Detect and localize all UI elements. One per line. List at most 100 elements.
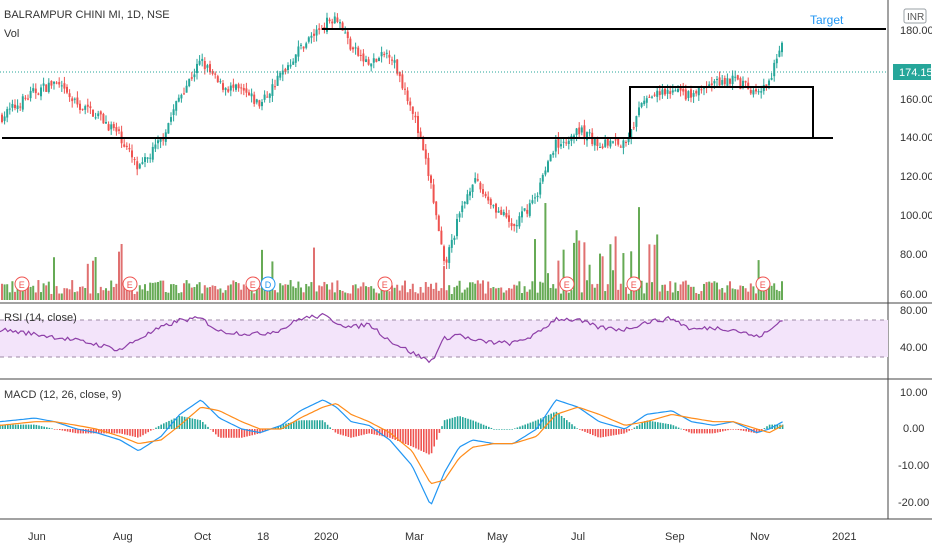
volume-bar (554, 288, 557, 300)
volume-bar (344, 292, 347, 300)
volume-bar (258, 287, 261, 300)
candle-body (625, 141, 627, 143)
candle-body (375, 58, 378, 62)
candle-body (463, 202, 466, 204)
candle-body (417, 116, 419, 134)
candle-body (419, 131, 422, 139)
volume-bar (383, 286, 386, 300)
macd-histogram-bar (451, 417, 454, 429)
volume-bar (401, 285, 404, 300)
volume-bar (175, 284, 178, 300)
volume-bar (432, 288, 435, 300)
volume-bar (742, 286, 744, 300)
macd-histogram-bar (303, 420, 305, 429)
volume-bar (736, 289, 739, 300)
earnings-marker[interactable] (14, 276, 30, 292)
earnings-marker[interactable] (626, 276, 642, 292)
macd-histogram-bar (183, 416, 186, 429)
candle-body (380, 52, 383, 57)
candle-body (307, 37, 310, 42)
candle-body (411, 106, 414, 114)
volume-bar (138, 285, 141, 300)
macd-histogram-bar (545, 416, 547, 429)
candle-body (658, 91, 661, 96)
time-label-may: May (487, 531, 508, 543)
macd-histogram-bar (462, 417, 464, 429)
macd-histogram-bar (558, 413, 560, 429)
volume-bar (11, 281, 14, 300)
macd-histogram-bar (722, 429, 724, 432)
volume-bar (586, 280, 588, 300)
candle-body (320, 28, 323, 30)
volume-bar (648, 244, 651, 300)
candle-body (679, 87, 682, 91)
candle-body (723, 78, 726, 85)
candle-body (367, 59, 370, 65)
macd-histogram-bar (532, 421, 534, 429)
volume-bar (700, 291, 703, 300)
earnings-marker[interactable] (377, 276, 393, 292)
volume-bar (170, 284, 172, 300)
macd-histogram-bar (27, 424, 30, 429)
volume-bar (708, 281, 711, 300)
candle-body (63, 83, 66, 89)
candle-body (440, 230, 443, 245)
macd-histogram-bar (449, 418, 451, 429)
candle-body (157, 140, 159, 144)
earnings-marker[interactable] (755, 276, 771, 292)
volume-bar (266, 290, 269, 300)
macd-histogram-bar (176, 417, 178, 429)
time-label-jul: Jul (571, 531, 585, 543)
volume-bar (183, 283, 185, 300)
macd-histogram-bar (98, 429, 100, 434)
macd-histogram-bar (355, 429, 357, 437)
consolidation-box[interactable] (629, 86, 814, 139)
candle-body (695, 91, 698, 94)
macd-histogram-bar (677, 427, 680, 429)
volume-bar (414, 292, 417, 300)
volume-bar (190, 287, 193, 300)
macd-histogram-bar (202, 421, 204, 429)
earnings-marker[interactable] (122, 276, 138, 292)
candle-body (250, 93, 253, 97)
macd-histogram-bar (441, 426, 443, 429)
macd-histogram-bar (124, 429, 126, 435)
candle-body (211, 71, 214, 74)
macd-histogram-bar (324, 422, 326, 429)
candle-body (183, 93, 185, 95)
dividend-marker[interactable] (260, 276, 276, 292)
volume-bar (560, 293, 562, 300)
macd-histogram-bar (597, 429, 599, 438)
volume-bar (705, 282, 708, 300)
macd-histogram-bar (126, 429, 129, 436)
candle-body (552, 152, 555, 155)
earnings-marker[interactable] (559, 276, 575, 292)
macd-histogram-bar (542, 417, 545, 429)
candle-body (643, 100, 646, 105)
volume-bar (682, 281, 685, 300)
macd-histogram-bar (163, 423, 165, 429)
volume-bar (375, 292, 378, 300)
macd-histogram-bar (155, 427, 157, 429)
currency-badge[interactable] (903, 8, 927, 24)
volume-bar (729, 281, 731, 300)
candle-body (352, 47, 354, 50)
candle-body (318, 28, 321, 30)
price-tick-140: 140.00 (900, 132, 932, 144)
macd-histogram-bar (373, 429, 376, 435)
earnings-marker[interactable] (245, 276, 261, 292)
macd-histogram-bar (742, 429, 745, 431)
macd-histogram-bar (644, 421, 646, 429)
volume-bar (534, 239, 536, 300)
macd-histogram-bar (46, 427, 48, 429)
macd-histogram-bar (397, 429, 399, 441)
candle-body (567, 140, 570, 145)
macd-histogram-bar (482, 424, 485, 429)
volume-bar (619, 283, 622, 300)
volume-bar (424, 282, 427, 300)
candle-body (66, 86, 68, 93)
volume-bar (123, 281, 126, 300)
candle-body (138, 164, 141, 169)
macd-histogram-bar (428, 429, 430, 455)
